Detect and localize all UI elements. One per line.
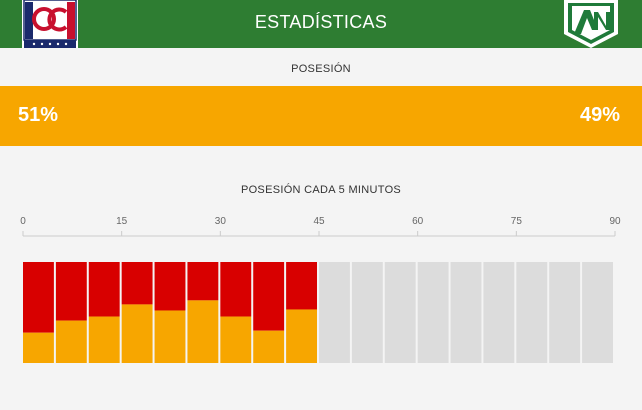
home-possession-segment: [23, 262, 54, 333]
away-possession-segment: [220, 316, 252, 363]
possession-timeline-chart: 0 15 30 45 60 75 90: [20, 216, 621, 363]
home-possession-segment: [286, 262, 317, 310]
timeline-empty-interval: [549, 262, 581, 363]
timeline-empty-interval: [351, 262, 383, 363]
home-possession-segment: [154, 262, 186, 311]
timeline-empty-interval: [417, 262, 449, 363]
timeline-empty-interval: [483, 262, 515, 363]
home-possession-segment: [55, 262, 87, 321]
home-possession-segment: [187, 262, 219, 301]
timeline-empty-interval: [384, 262, 416, 363]
away-possession-segment: [23, 332, 54, 363]
possession-label-band: [0, 48, 642, 86]
away-possession-segment: [154, 310, 186, 363]
axis-tick-label: 90: [609, 216, 621, 227]
possession-label: POSESIÓN: [291, 63, 351, 75]
axis-tick-label: 75: [511, 216, 523, 227]
away-possession-value: 49%: [579, 104, 620, 126]
away-possession-segment: [253, 330, 285, 363]
possession-bar: 51% 49%: [0, 86, 642, 146]
axis-tick-label: 15: [116, 216, 128, 227]
home-possession-value: 51%: [18, 104, 59, 126]
timeline-empty-interval: [582, 262, 613, 363]
timeline-label: POSESIÓN CADA 5 MINUTOS: [240, 184, 402, 196]
page-title: ESTADÍSTICAS: [254, 12, 388, 32]
atletico-nacional-crest-icon: [564, 0, 618, 48]
axis-tick-label: 30: [215, 216, 227, 227]
home-possession-segment: [121, 262, 153, 305]
home-possession-segment: [88, 262, 120, 317]
home-possession-segment: [220, 262, 252, 317]
axis-tick-label: 60: [412, 216, 424, 227]
home-possession-segment: [253, 262, 285, 331]
timeline-empty-interval: [319, 262, 350, 363]
timeline-empty-interval: [516, 262, 548, 363]
away-possession-segment: [187, 300, 219, 363]
away-possession-segment: [88, 316, 120, 363]
stats-header: ESTADÍSTICAS: [0, 0, 642, 48]
axis-tick-label: 0: [20, 216, 26, 227]
once-caldas-crest-icon: [22, 0, 78, 48]
timeline-empty-interval: [450, 262, 482, 363]
away-possession-segment: [55, 320, 87, 363]
away-possession-segment: [121, 304, 153, 363]
away-possession-segment: [286, 309, 317, 363]
axis-tick-label: 45: [313, 216, 325, 227]
